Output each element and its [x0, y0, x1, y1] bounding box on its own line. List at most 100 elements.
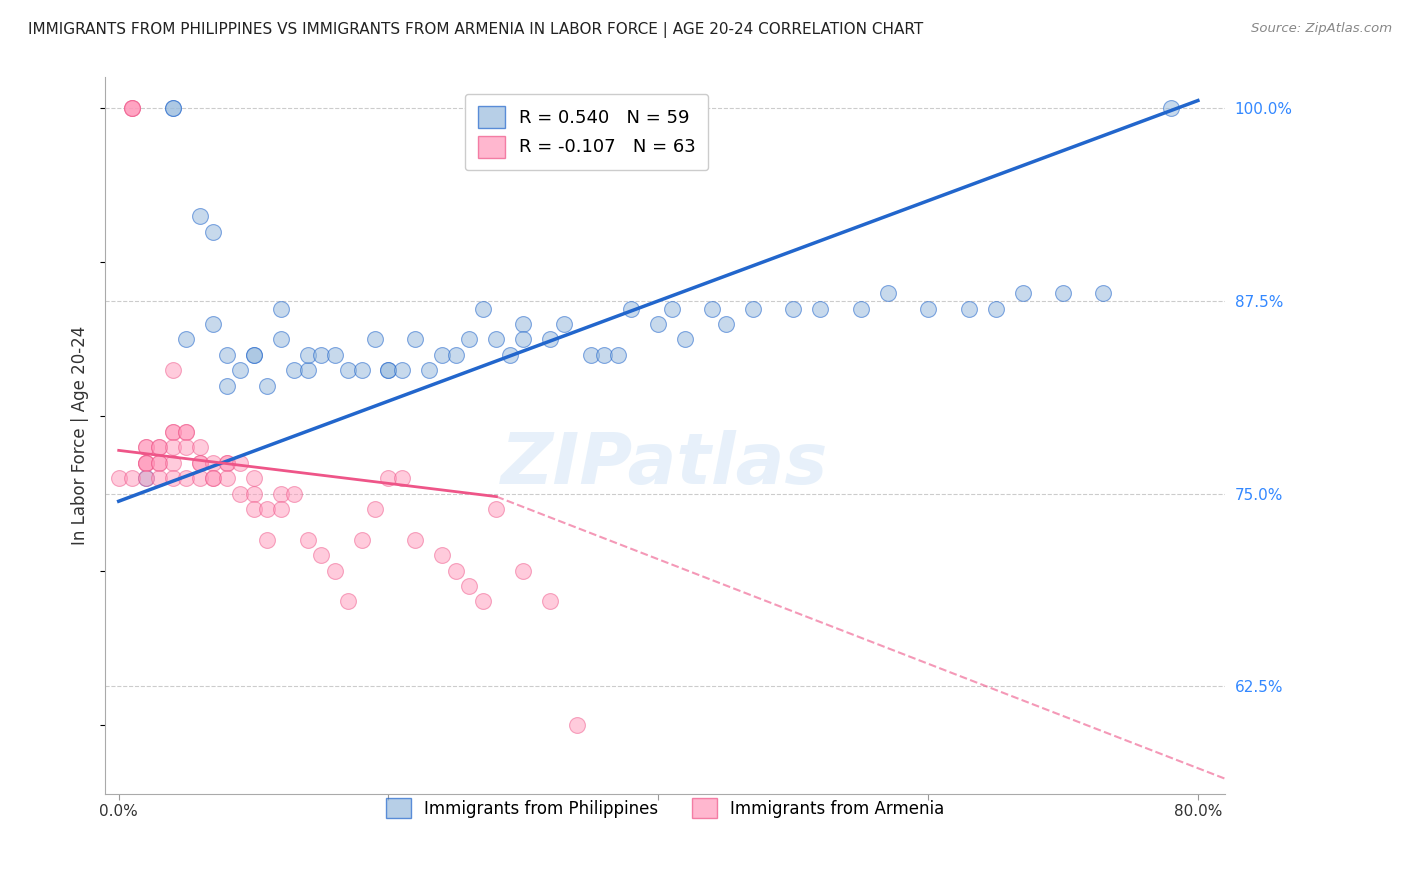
Y-axis label: In Labor Force | Age 20-24: In Labor Force | Age 20-24 [72, 326, 89, 545]
Point [188, 440, 211, 454]
Point [984, 301, 1007, 316]
Point [174, 440, 197, 454]
Point [174, 425, 197, 439]
Point [283, 363, 305, 377]
Point [135, 471, 157, 485]
Point [107, 471, 129, 485]
Point [553, 317, 575, 331]
Point [458, 579, 481, 593]
Point [188, 471, 211, 485]
Point [567, 717, 589, 731]
Point [135, 456, 157, 470]
Point [283, 486, 305, 500]
Point [215, 348, 238, 362]
Point [202, 456, 225, 470]
Point [1160, 101, 1182, 115]
Point [485, 502, 508, 516]
Point [471, 594, 494, 608]
Point [256, 378, 278, 392]
Point [323, 348, 346, 362]
Point [202, 471, 225, 485]
Point [148, 456, 170, 470]
Point [917, 301, 939, 316]
Point [242, 486, 264, 500]
Point [405, 333, 427, 347]
Point [377, 471, 399, 485]
Text: Source: ZipAtlas.com: Source: ZipAtlas.com [1251, 22, 1392, 36]
Point [512, 564, 534, 578]
Point [957, 301, 980, 316]
Point [579, 348, 602, 362]
Point [458, 333, 481, 347]
Point [162, 471, 184, 485]
Point [405, 533, 427, 547]
Point [499, 348, 522, 362]
Point [242, 471, 264, 485]
Point [229, 456, 252, 470]
Point [135, 456, 157, 470]
Point [202, 317, 225, 331]
Point [606, 348, 628, 362]
Point [229, 363, 252, 377]
Point [337, 363, 360, 377]
Point [337, 594, 360, 608]
Point [782, 301, 804, 316]
Point [174, 425, 197, 439]
Point [270, 301, 292, 316]
Point [215, 378, 238, 392]
Point [242, 502, 264, 516]
Text: ZIPatlas: ZIPatlas [502, 430, 828, 499]
Point [229, 486, 252, 500]
Point [215, 456, 238, 470]
Point [148, 440, 170, 454]
Point [350, 533, 373, 547]
Point [364, 502, 387, 516]
Point [808, 301, 831, 316]
Point [242, 348, 264, 362]
Point [323, 564, 346, 578]
Point [297, 533, 319, 547]
Point [1011, 286, 1033, 301]
Point [309, 548, 332, 562]
Point [270, 502, 292, 516]
Point [1052, 286, 1074, 301]
Point [377, 363, 399, 377]
Point [162, 101, 184, 115]
Point [162, 425, 184, 439]
Point [673, 333, 696, 347]
Point [202, 471, 225, 485]
Point [148, 456, 170, 470]
Point [432, 348, 454, 362]
Point [148, 440, 170, 454]
Point [849, 301, 872, 316]
Point [202, 225, 225, 239]
Point [444, 564, 467, 578]
Point [256, 502, 278, 516]
Point [148, 471, 170, 485]
Point [444, 348, 467, 362]
Point [135, 456, 157, 470]
Point [188, 209, 211, 223]
Point [256, 533, 278, 547]
Point [121, 101, 143, 115]
Point [512, 333, 534, 347]
Point [714, 317, 737, 331]
Point [174, 333, 197, 347]
Point [620, 301, 643, 316]
Point [350, 363, 373, 377]
Point [471, 301, 494, 316]
Point [702, 301, 724, 316]
Point [162, 101, 184, 115]
Point [242, 348, 264, 362]
Legend: Immigrants from Philippines, Immigrants from Armenia: Immigrants from Philippines, Immigrants … [380, 791, 950, 825]
Point [162, 440, 184, 454]
Point [121, 101, 143, 115]
Point [593, 348, 616, 362]
Point [485, 333, 508, 347]
Point [121, 101, 143, 115]
Point [135, 471, 157, 485]
Point [297, 348, 319, 362]
Text: IMMIGRANTS FROM PHILIPPINES VS IMMIGRANTS FROM ARMENIA IN LABOR FORCE | AGE 20-2: IMMIGRANTS FROM PHILIPPINES VS IMMIGRANT… [28, 22, 924, 38]
Point [135, 440, 157, 454]
Point [876, 286, 898, 301]
